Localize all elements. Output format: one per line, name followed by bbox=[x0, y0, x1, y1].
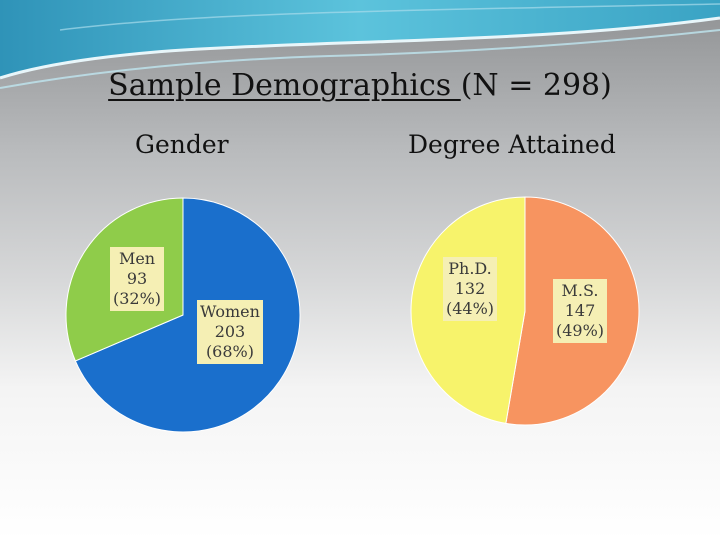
slide-banner bbox=[0, 0, 720, 89]
phd-count: 132 bbox=[454, 279, 486, 298]
degree-chart-title: Degree Attained bbox=[408, 130, 616, 159]
gender-chart-title: Gender bbox=[135, 130, 229, 159]
phd-percent: (44%) bbox=[446, 299, 495, 318]
women-slice bbox=[74, 197, 301, 433]
men-name: Men bbox=[118, 249, 156, 268]
slide-title: Sample Demographics (N = 298) bbox=[0, 68, 720, 103]
ms-name: M.S. bbox=[561, 281, 599, 300]
women-name: Women bbox=[200, 302, 260, 321]
phd-name: Ph.D. bbox=[448, 259, 492, 278]
slide-title-main: Sample Demographics bbox=[108, 68, 461, 103]
men-count: 93 bbox=[126, 269, 148, 288]
ms-count: 147 bbox=[564, 301, 596, 320]
women-percent: (68%) bbox=[205, 342, 254, 361]
women-slice-label: Women 203 (68%) bbox=[197, 300, 263, 364]
ms-percent: (49%) bbox=[556, 321, 605, 340]
men-slice-label: Men 93 (32%) bbox=[110, 247, 165, 311]
women-count: 203 bbox=[214, 322, 246, 341]
phd-slice-label: Ph.D. 132 (44%) bbox=[443, 257, 498, 321]
slide-title-suffix: (N = 298) bbox=[460, 68, 612, 103]
ms-slice-label: M.S. 147 (49%) bbox=[553, 279, 608, 343]
men-percent: (32%) bbox=[113, 289, 162, 308]
